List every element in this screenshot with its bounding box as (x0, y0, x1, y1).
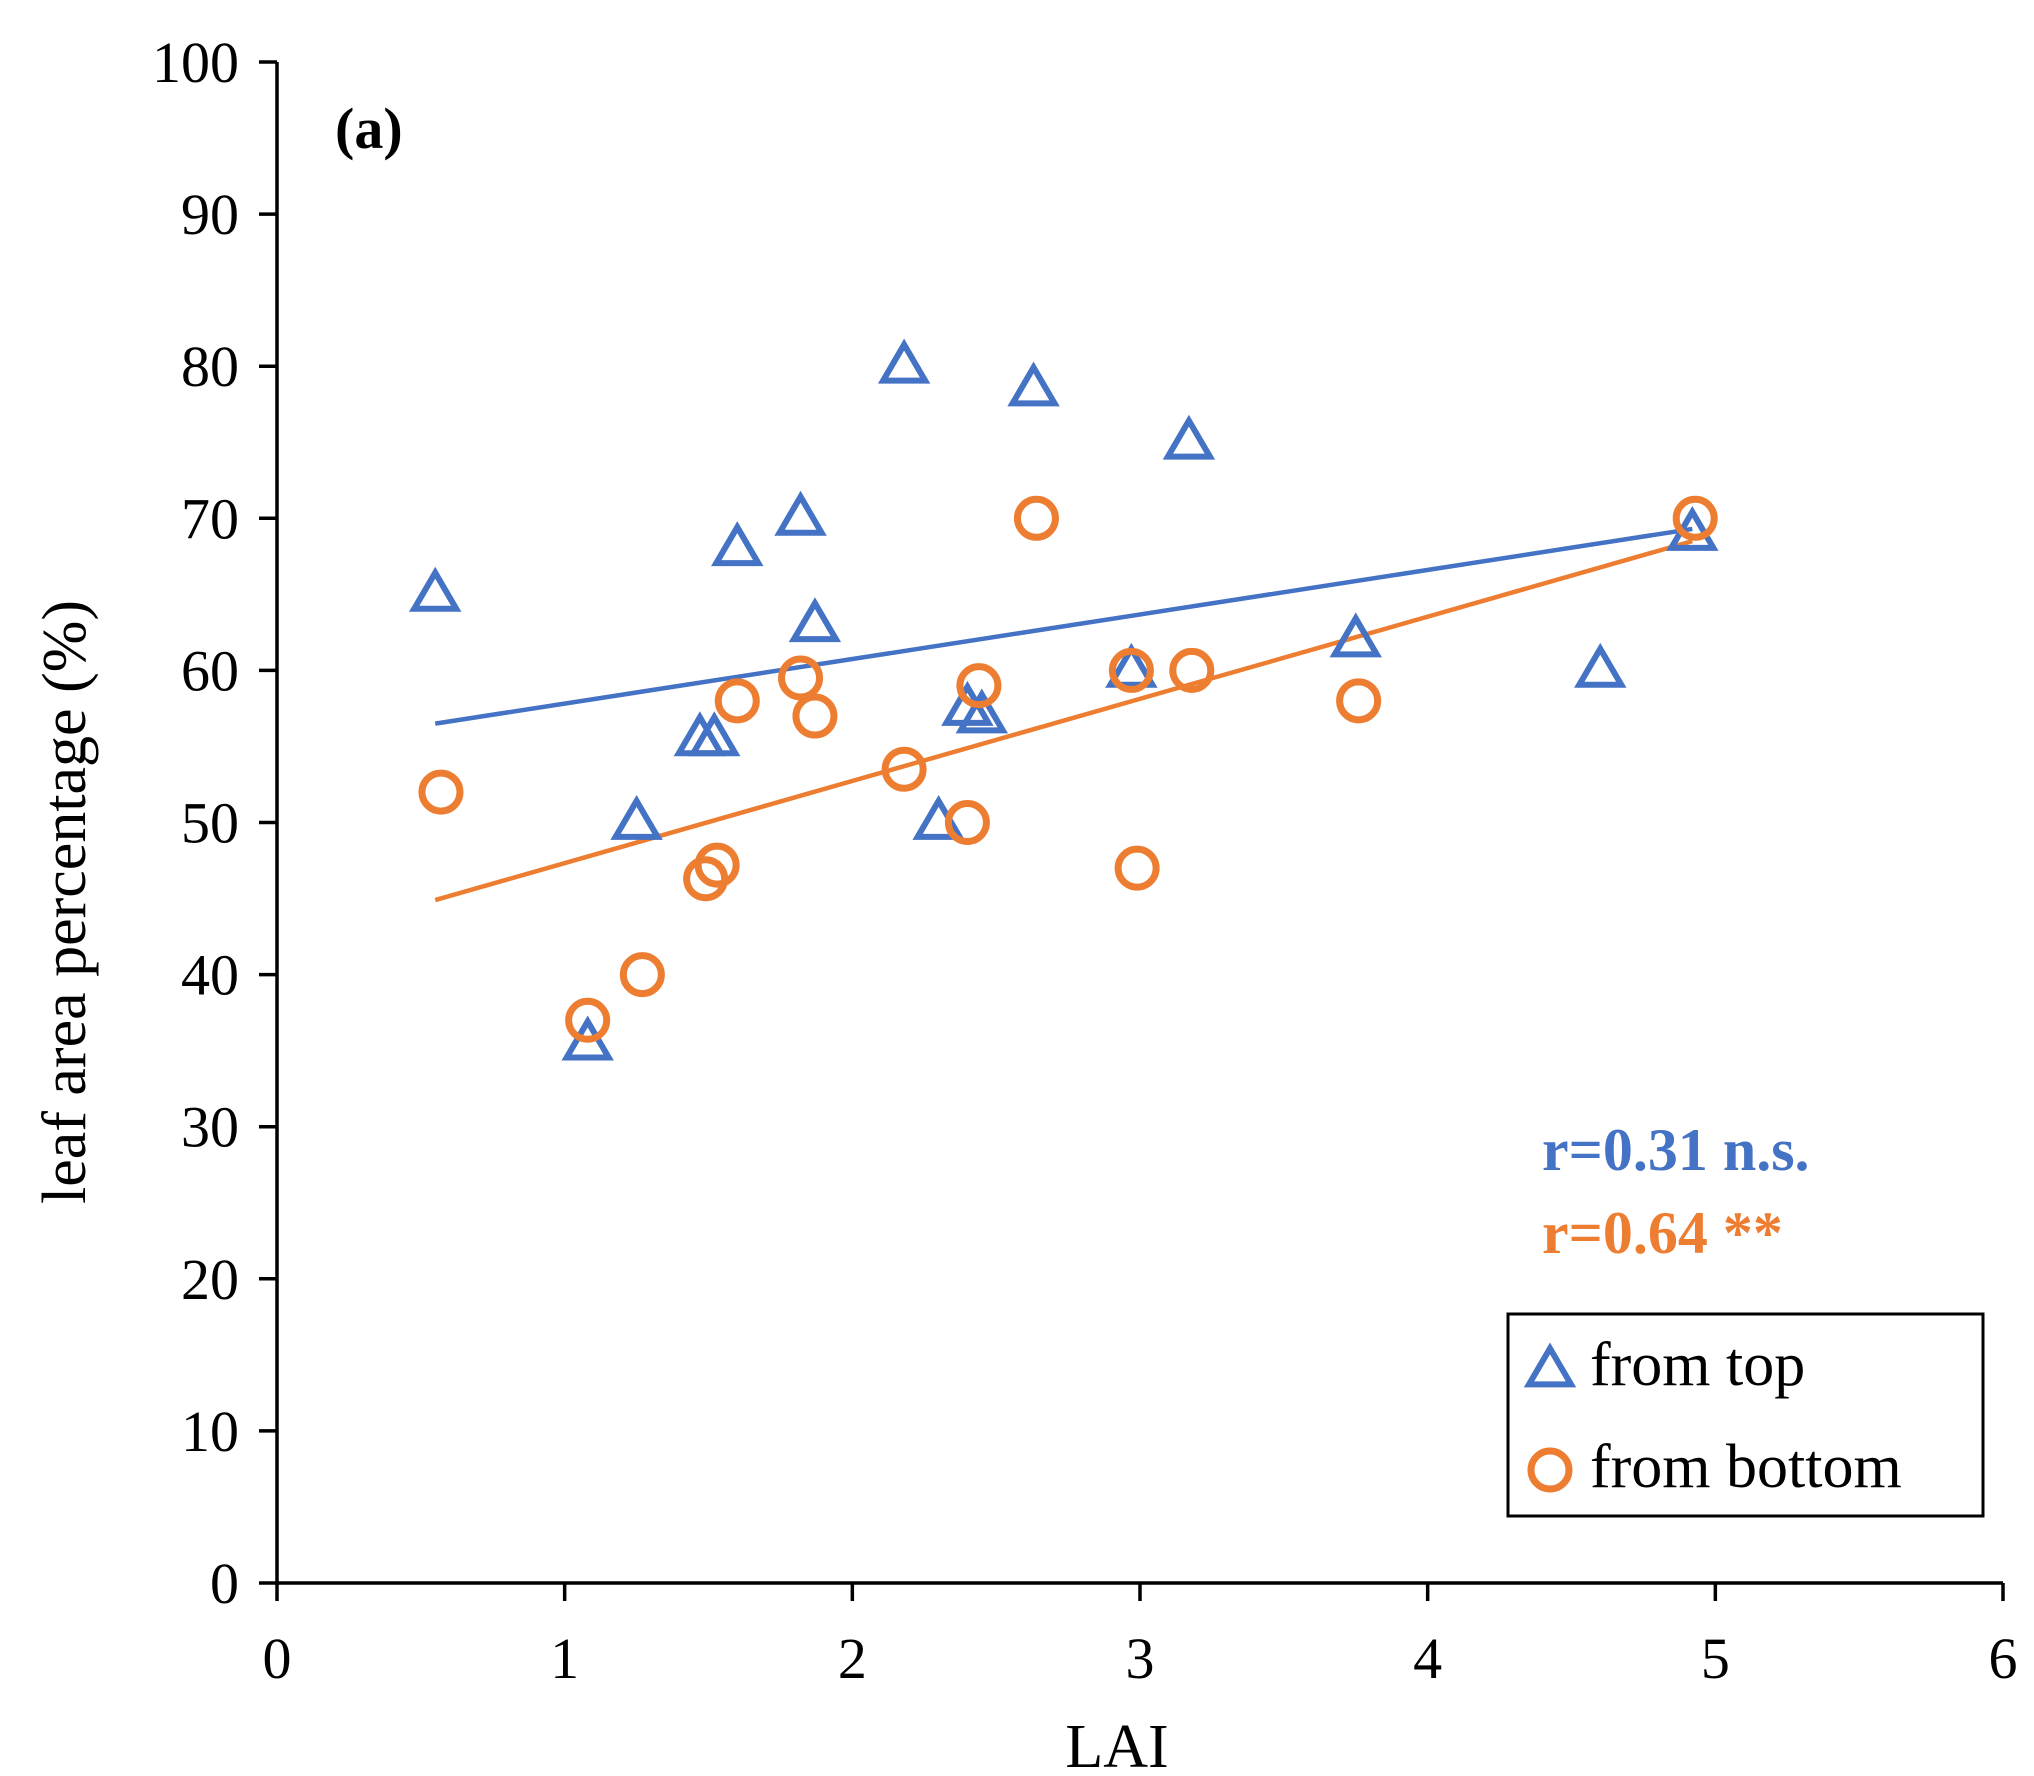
y-tick-label: 40 (181, 943, 239, 1008)
point-from-bottom (1672, 495, 1718, 541)
point-from-bottom (619, 952, 665, 998)
point-from-top (1162, 414, 1216, 460)
x-tick-label: 2 (838, 1626, 867, 1691)
legend-triangle-icon (1523, 1342, 1577, 1388)
stat-label-top: r=0.31 n.s. (1542, 1117, 1810, 1183)
legend-circle-icon (1527, 1447, 1573, 1493)
point-from-bottom (418, 769, 464, 815)
trendline-bottom (434, 538, 1693, 903)
point-from-bottom (694, 842, 740, 888)
legend-triangle-marker (1523, 1342, 1577, 1388)
y-tick-label: 70 (181, 486, 239, 551)
y-axis: 0 10 20 30 40 50 60 70 80 90 100 (152, 30, 279, 1616)
panel-label: (a) (335, 96, 403, 161)
point-from-top (1105, 642, 1158, 688)
point-from-bottom (944, 800, 990, 845)
point-from-top (1574, 642, 1627, 688)
y-tick-label: 10 (181, 1399, 239, 1464)
point-from-top (1329, 612, 1382, 658)
point-from-top (711, 521, 764, 567)
point-from-bottom (1114, 845, 1160, 891)
x-axis: 0 1 2 3 4 5 6 (263, 1581, 2018, 1691)
point-from-bottom (565, 997, 611, 1043)
point-from-top (955, 688, 1009, 734)
legend: from top from bottom (1506, 1312, 1985, 1518)
x-axis-title: LAI (1065, 1713, 1168, 1776)
x-tick-label: 0 (263, 1626, 292, 1691)
point-from-bottom (881, 746, 927, 792)
y-tick-label: 0 (210, 1551, 239, 1616)
point-from-bottom (1013, 495, 1059, 541)
x-tick-label: 4 (1413, 1626, 1442, 1691)
point-from-bottom (1169, 647, 1215, 693)
point-from-top (610, 794, 663, 840)
y-tick-label: 90 (181, 182, 239, 247)
legend-box (1506, 1312, 1985, 1518)
legend-label-top: from top (1590, 1331, 1805, 1399)
point-from-top (774, 490, 827, 536)
point-from-bottom (714, 678, 760, 724)
legend-circle-marker (1527, 1447, 1573, 1493)
y-tick-label: 80 (181, 334, 239, 399)
point-from-top (877, 338, 931, 384)
point-from-top (1007, 361, 1060, 407)
trendline-top (434, 526, 1693, 726)
x-tick-label: 1 (550, 1626, 579, 1691)
y-tick-label: 20 (181, 1247, 239, 1312)
point-from-top (408, 566, 462, 612)
point-from-bottom (792, 693, 838, 739)
y-tick-label: 100 (152, 30, 239, 95)
legend-label-bottom: from bottom (1590, 1433, 1902, 1501)
y-tick-label: 60 (181, 638, 239, 703)
point-from-top (788, 597, 842, 643)
point-from-bottom (956, 663, 1002, 709)
point-from-bottom (1108, 647, 1154, 693)
y-axis-title: leaf area percentage (%) (31, 600, 99, 1204)
point-from-bottom (1336, 678, 1382, 724)
point-from-top (688, 711, 741, 757)
point-from-bottom (778, 655, 824, 701)
trendlines (434, 526, 1693, 903)
y-tick-label: 30 (181, 1095, 239, 1160)
y-tick-label: 50 (181, 791, 239, 856)
x-tick-label: 6 (1989, 1626, 2018, 1691)
x-tick-label: 3 (1126, 1626, 1155, 1691)
data-points (408, 338, 1719, 1061)
stat-label-bottom: r=0.64 ** (1542, 1200, 1783, 1266)
x-tick-label: 5 (1701, 1626, 1730, 1691)
